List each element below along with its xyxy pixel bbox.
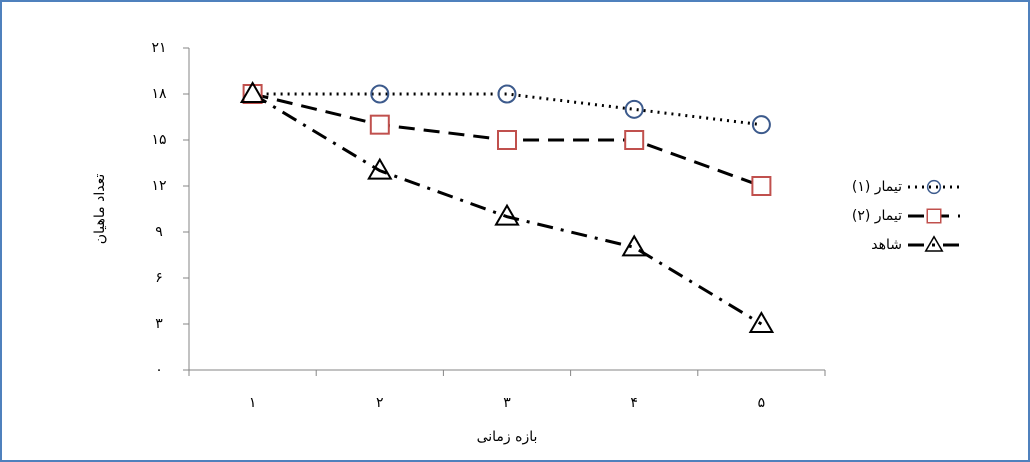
legend-label: تیمار (۱) <box>852 179 902 195</box>
y-tick-label: ۰ <box>155 362 163 378</box>
data-point <box>751 115 771 135</box>
series-line <box>251 92 763 326</box>
data-point <box>624 99 644 119</box>
series-line <box>252 92 762 127</box>
y-tick-label: ۱۵ <box>151 132 166 148</box>
x-axis-title: بازه زمانی <box>477 429 538 445</box>
y-tick-label: ۹ <box>155 224 163 240</box>
x-tick-label: ۵ <box>758 395 766 411</box>
y-tick-label: ۱۲ <box>151 178 166 194</box>
data-point <box>494 203 520 226</box>
data-point <box>497 84 517 104</box>
data-point <box>621 234 647 257</box>
y-tick-label: ۱۸ <box>151 86 167 102</box>
x-tick-label: ۲ <box>376 395 384 411</box>
y-tick-label: ۶ <box>155 270 163 286</box>
y-tick-label: ۲۱ <box>151 40 166 56</box>
data-point <box>370 84 390 104</box>
y-axis-title: تعداد ماهیان <box>92 174 108 245</box>
data-point <box>369 114 390 135</box>
y-tick-label: ۳ <box>155 316 163 332</box>
data-point <box>751 176 772 196</box>
legend-marker <box>926 179 942 195</box>
x-tick-label: ۴ <box>630 395 638 411</box>
data-point <box>367 157 393 180</box>
legend-marker <box>926 208 942 224</box>
x-tick-label: ۱ <box>249 395 257 411</box>
data-point <box>748 311 775 333</box>
data-point <box>239 81 266 103</box>
data-point <box>624 130 645 150</box>
x-tick-label: ۳ <box>503 395 511 411</box>
legend-label: شاهد <box>871 237 902 253</box>
legend-label: تیمار (۲) <box>852 208 902 224</box>
legend-marker <box>924 235 944 252</box>
data-point <box>497 130 517 150</box>
